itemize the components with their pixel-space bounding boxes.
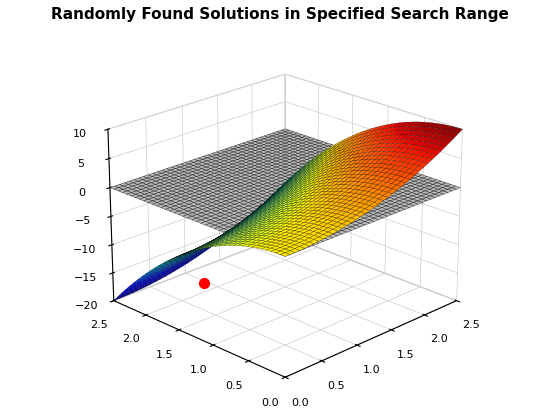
Title: Randomly Found Solutions in Specified Search Range: Randomly Found Solutions in Specified Se… — [51, 7, 509, 22]
